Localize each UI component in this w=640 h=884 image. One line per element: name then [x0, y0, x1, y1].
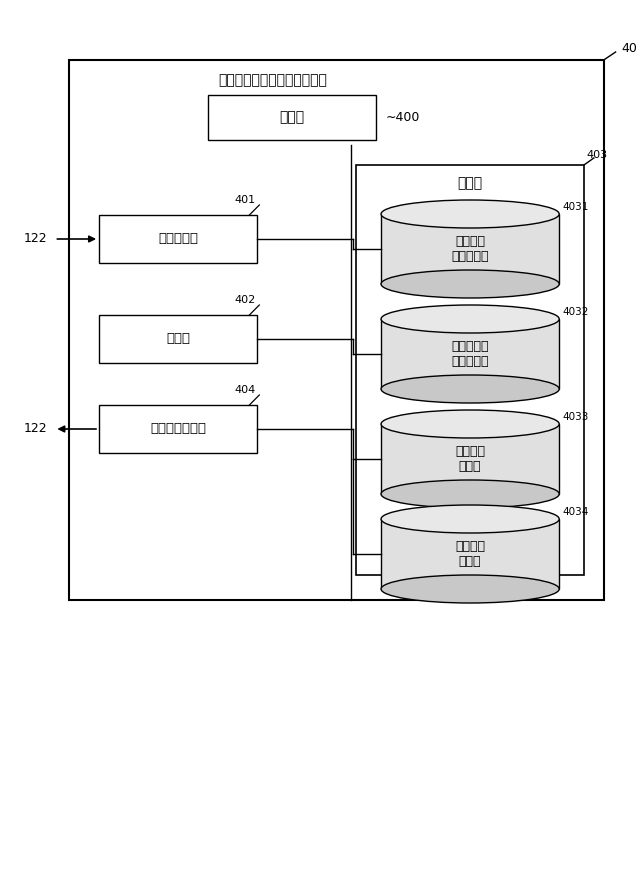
Bar — [208, 95, 376, 140]
Text: 122: 122 — [24, 423, 47, 436]
Ellipse shape — [381, 575, 559, 603]
Text: 統計情報データベースサーバ: 統計情報データベースサーバ — [218, 73, 327, 87]
Text: 401: 401 — [234, 195, 255, 205]
Bar — [99, 215, 257, 263]
Bar — [381, 424, 559, 494]
Text: 4031: 4031 — [562, 202, 589, 212]
Text: 402: 402 — [234, 295, 255, 305]
Text: 検索部: 検索部 — [166, 332, 190, 346]
Bar — [381, 214, 559, 284]
Bar — [99, 315, 257, 363]
Bar — [381, 319, 559, 389]
Ellipse shape — [381, 270, 559, 298]
Text: 122: 122 — [24, 232, 47, 246]
Bar — [99, 405, 257, 453]
Text: 統計情報出力部: 統計情報出力部 — [150, 423, 206, 436]
Text: 要求受付部: 要求受付部 — [158, 232, 198, 246]
Text: 404: 404 — [234, 385, 255, 395]
Text: 4033: 4033 — [562, 412, 589, 422]
Text: ∼400: ∼400 — [386, 111, 420, 124]
Bar — [381, 519, 559, 589]
Bar — [69, 60, 604, 600]
Ellipse shape — [381, 410, 559, 438]
Text: 403: 403 — [587, 150, 608, 160]
Ellipse shape — [381, 200, 559, 228]
Ellipse shape — [381, 375, 559, 403]
Bar — [356, 165, 584, 575]
Text: 記憶部: 記憶部 — [458, 176, 483, 190]
Text: 製造情報
統計データ: 製造情報 統計データ — [451, 235, 489, 263]
Text: 過去事例
データ: 過去事例 データ — [455, 445, 485, 473]
Text: 4032: 4032 — [562, 307, 589, 317]
Text: 40: 40 — [621, 42, 637, 55]
Ellipse shape — [381, 480, 559, 508]
Ellipse shape — [381, 505, 559, 533]
Text: 原材料情報
統計データ: 原材料情報 統計データ — [451, 340, 489, 368]
Ellipse shape — [381, 305, 559, 333]
Text: 事後対策
データ: 事後対策 データ — [455, 540, 485, 568]
Text: 4034: 4034 — [562, 507, 589, 517]
Text: 制御部: 制御部 — [280, 110, 305, 125]
